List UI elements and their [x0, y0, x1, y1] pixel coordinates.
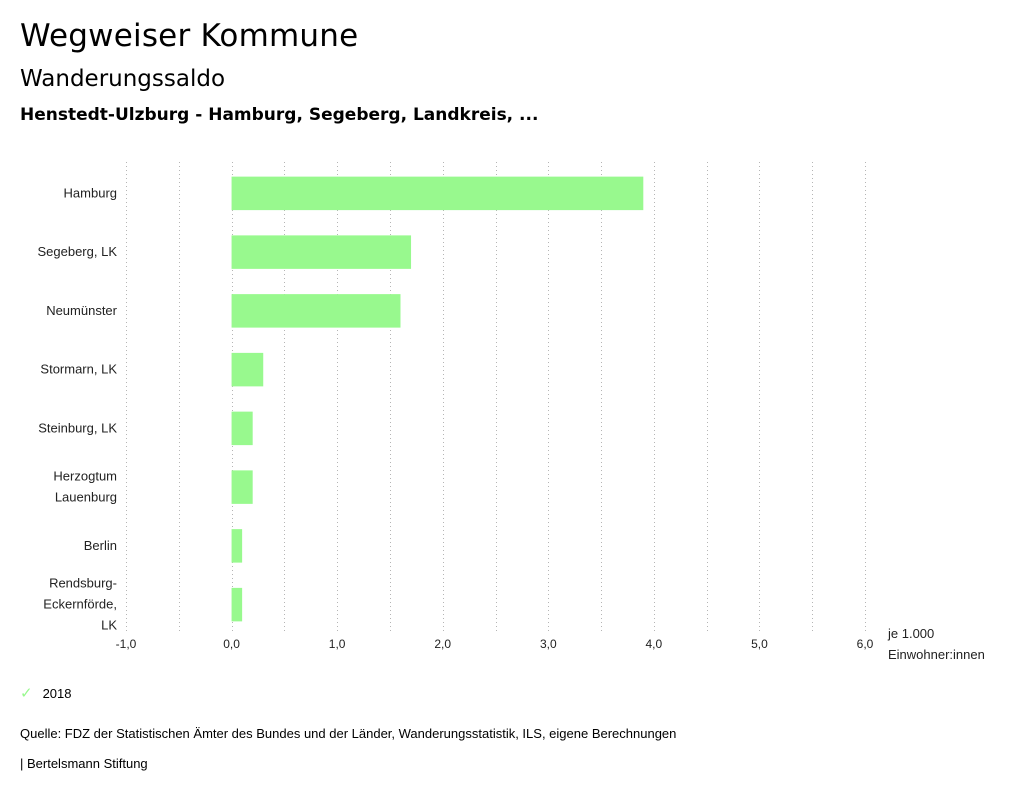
- bar: [231, 352, 264, 387]
- publisher-note: | Bertelsmann Stiftung: [20, 756, 148, 771]
- bar: [231, 529, 243, 563]
- legend-label: 2018: [42, 686, 72, 701]
- region-label: Henstedt-Ulzburg - Hamburg, Segeberg, La…: [20, 105, 539, 125]
- x-tick-label: 3,0: [540, 637, 557, 651]
- category-label: Rendsburg-: [49, 576, 117, 591]
- chart-title: Wegweiser Kommune: [20, 18, 359, 54]
- x-tick-label: 1,0: [329, 637, 346, 651]
- category-label: Segeberg, LK: [37, 244, 117, 259]
- category-label: Hamburg: [64, 185, 117, 200]
- category-label: Lauenburg: [55, 490, 117, 505]
- bar: [231, 176, 644, 211]
- bar: [231, 235, 412, 269]
- chart-subtitle: Wanderungssaldo: [20, 66, 226, 92]
- category-label: Berlin: [84, 538, 117, 553]
- bar: [231, 294, 401, 328]
- check-icon[interactable]: ✓: [20, 685, 33, 702]
- category-label: Neumünster: [46, 303, 117, 318]
- category-label: Eckernförde,: [43, 597, 117, 612]
- x-tick-label: -1,0: [116, 637, 137, 651]
- category-label: LK: [101, 618, 117, 633]
- x-tick-label: 4,0: [646, 637, 663, 651]
- bar: [231, 470, 253, 504]
- bar: [231, 411, 253, 446]
- legend[interactable]: ✓ 2018: [20, 686, 72, 701]
- bar-chart: -1,0 0,0 1,0 2,0 3,0 4,0 5,0 6,0 je 1.000 Einwohn…: [37, 162, 985, 662]
- x-axis-unit-label: Einwohner:innen: [888, 647, 985, 662]
- source-note: Quelle: FDZ der Statistischen Ämter des …: [20, 726, 677, 741]
- x-tick-label: 5,0: [751, 637, 768, 651]
- category-label: Herzogtum: [53, 469, 117, 484]
- x-tick-label: 0,0: [223, 637, 240, 651]
- x-tick-label: 6,0: [857, 637, 874, 651]
- category-label: Stormarn, LK: [40, 362, 117, 377]
- bar: [231, 587, 243, 622]
- category-label: Steinburg, LK: [38, 420, 117, 435]
- x-tick-label: 2,0: [434, 637, 451, 651]
- x-axis-unit-label: je 1.000: [887, 626, 934, 641]
